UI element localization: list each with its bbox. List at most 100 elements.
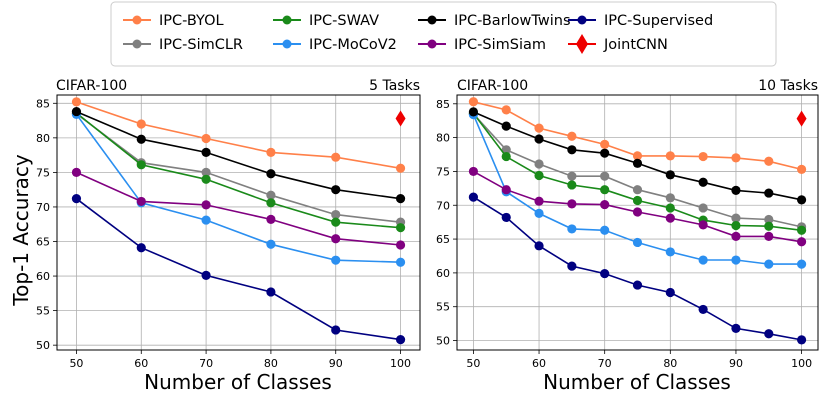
legend-circle-marker xyxy=(427,15,437,25)
series-ipc-simsiam xyxy=(71,167,406,250)
legend-label: IPC-MoCoV2 xyxy=(309,37,397,53)
series-ipc-supervised xyxy=(468,192,807,345)
data-point xyxy=(796,259,807,269)
data-point xyxy=(534,134,544,144)
data-point xyxy=(136,243,146,253)
data-point xyxy=(796,164,807,175)
data-point xyxy=(331,209,341,220)
data-point xyxy=(201,174,211,184)
data-point xyxy=(501,185,511,195)
data-point xyxy=(395,194,406,204)
jointcnn-diamond-marker xyxy=(796,110,807,127)
data-point xyxy=(665,203,675,213)
data-point xyxy=(468,166,479,177)
data-point xyxy=(698,151,708,162)
legend-entry-ipc-mocov2: IPC-MoCoV2 xyxy=(273,37,397,53)
data-point xyxy=(567,224,577,234)
data-point xyxy=(764,214,774,225)
data-point xyxy=(71,194,82,204)
data-point xyxy=(567,199,577,209)
y-axis-label: Top-1 Accuracy xyxy=(9,154,33,307)
data-point xyxy=(600,171,610,181)
data-point xyxy=(567,261,577,271)
data-point xyxy=(331,325,341,335)
data-point xyxy=(764,329,774,339)
ticks: 50 60 70 80 90 100 50 55 60 65 70 75 80 85 xyxy=(436,98,812,370)
data-point xyxy=(266,190,276,200)
data-point xyxy=(665,151,675,161)
legend-entry-ipc-supervised: IPC-Supervised xyxy=(568,13,713,29)
data-point xyxy=(201,200,211,210)
data-point xyxy=(266,169,276,179)
x-tick-label: 80 xyxy=(264,357,278,370)
data-point xyxy=(266,214,276,224)
legend-label: IPC-BarlowTwins xyxy=(454,13,571,29)
data-point xyxy=(331,234,341,244)
data-point xyxy=(567,145,577,155)
data-point xyxy=(796,335,807,345)
series-ipc-simclr xyxy=(468,109,807,232)
data-point xyxy=(698,203,708,213)
data-point xyxy=(534,170,544,181)
y-tick-label: 80 xyxy=(436,132,450,145)
data-point xyxy=(731,255,741,265)
data-point xyxy=(395,335,406,345)
data-point xyxy=(665,247,675,257)
x-axis-label: Number of Classes xyxy=(144,370,332,394)
data-point xyxy=(600,148,610,158)
data-point xyxy=(698,304,708,315)
series-line xyxy=(76,171,401,246)
data-point xyxy=(136,196,146,207)
legend-circle-marker xyxy=(282,15,292,25)
y-tick-label: 85 xyxy=(436,98,450,111)
data-point xyxy=(136,160,146,170)
data-point xyxy=(201,147,211,157)
legend-entry-ipc-simsiam: IPC-SimSiam xyxy=(418,37,546,53)
x-axis-label: Number of Classes xyxy=(543,370,731,394)
y-tick-label: 70 xyxy=(36,201,50,214)
data-point xyxy=(395,257,406,267)
legend-label: IPC-Supervised xyxy=(604,13,713,29)
y-tick-label: 65 xyxy=(36,236,50,249)
data-point xyxy=(201,167,211,177)
data-point xyxy=(632,195,643,206)
y-tick-label: 60 xyxy=(36,270,50,283)
chart-panel-10-tasks: CIFAR-100 10 Tasks Number of Classes 50 6… xyxy=(436,78,819,394)
series-line xyxy=(75,113,401,263)
y-tick-label: 65 xyxy=(436,233,450,246)
chart-panel-5-tasks: CIFAR-100 5 Tasks Number of Classes 50 60… xyxy=(36,78,421,394)
x-tick-label: 60 xyxy=(134,357,148,370)
data-point xyxy=(665,193,675,203)
data-point xyxy=(600,225,610,235)
legend-diamond-marker xyxy=(576,34,588,54)
y-tick-label: 55 xyxy=(436,301,450,314)
data-point xyxy=(698,255,708,265)
data-point xyxy=(501,121,511,131)
data-point xyxy=(764,188,774,198)
data-point xyxy=(266,198,276,208)
legend-circle-marker xyxy=(282,39,292,49)
series-line xyxy=(75,112,401,229)
x-tick-label: 50 xyxy=(466,357,480,370)
legend: IPC-BYOL IPC-SimCLR IPC-SWAV IPC-MoCoV2 IPC-… xyxy=(110,1,777,67)
series-ipc-byol xyxy=(71,97,406,173)
data-point xyxy=(501,105,511,115)
legend-label: JointCNN xyxy=(603,37,668,53)
x-tick-label: 80 xyxy=(663,357,677,370)
legend-circle-marker xyxy=(427,39,437,49)
x-tick-label: 90 xyxy=(329,357,343,370)
data-point xyxy=(665,287,675,298)
data-point xyxy=(201,133,211,144)
jointcnn-diamond-marker xyxy=(395,110,406,127)
series-ipc-barlowtwins xyxy=(468,107,807,205)
series-ipc-simclr xyxy=(71,109,406,227)
data-point xyxy=(71,106,82,117)
data-point xyxy=(331,255,341,265)
legend-label: IPC-SimSiam xyxy=(454,37,546,53)
series-line xyxy=(75,113,401,223)
y-tick-label: 50 xyxy=(36,339,50,352)
data-point xyxy=(71,167,82,177)
legend-label: IPC-SimCLR xyxy=(159,37,243,53)
data-point xyxy=(698,177,708,187)
data-point xyxy=(632,237,643,248)
